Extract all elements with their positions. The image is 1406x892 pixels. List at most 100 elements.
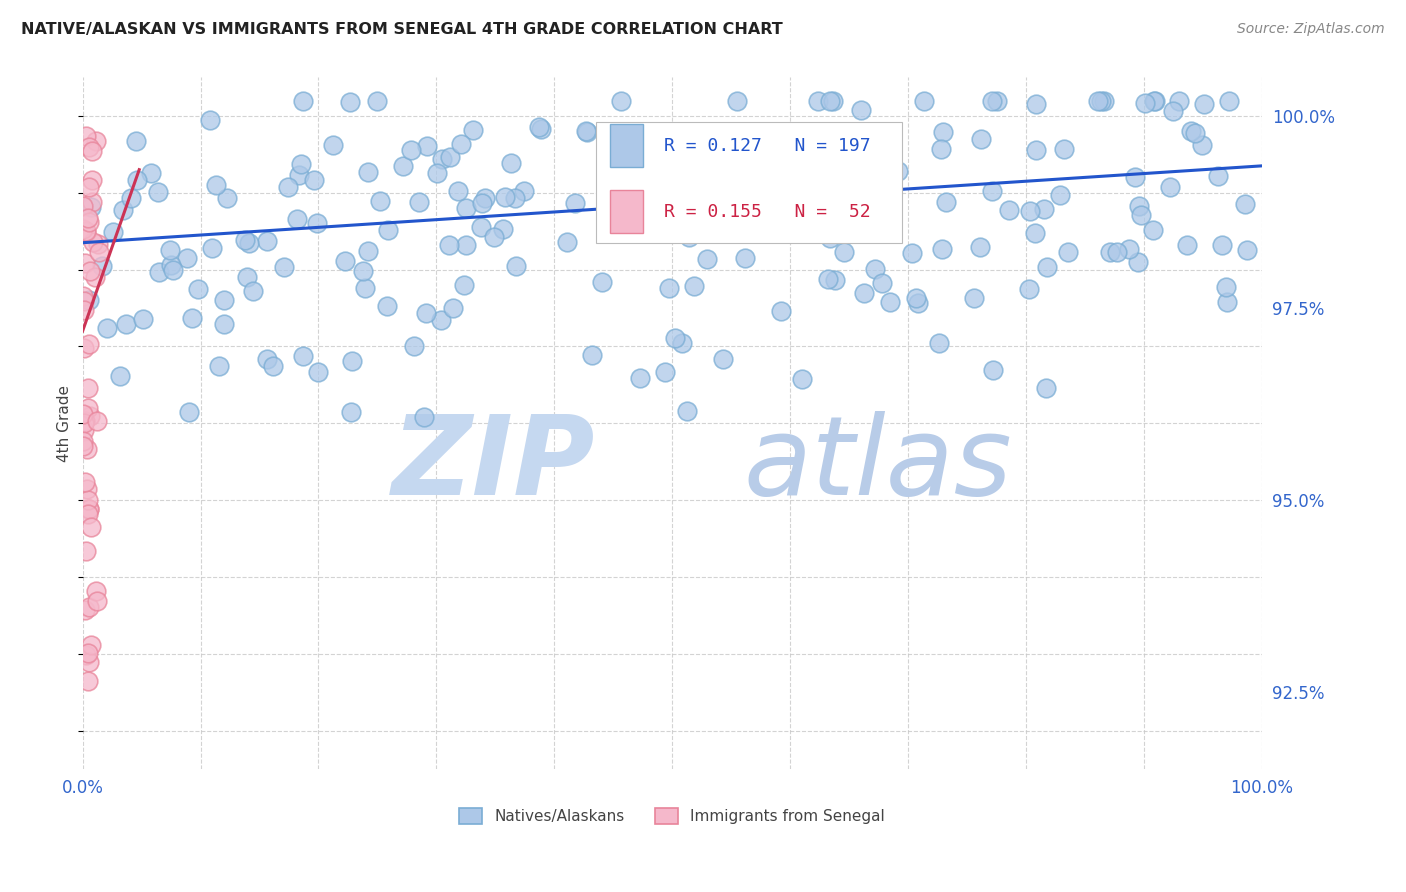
Point xyxy=(1143,94,1166,108)
Point xyxy=(72,222,94,236)
Point xyxy=(983,362,1005,376)
Point xyxy=(1177,237,1199,252)
Point xyxy=(352,264,374,278)
Point xyxy=(503,191,526,205)
Point xyxy=(139,166,162,180)
Point xyxy=(648,206,671,220)
Point xyxy=(711,352,734,367)
Point xyxy=(768,166,790,180)
Point xyxy=(501,156,523,170)
Point xyxy=(72,199,94,213)
Point xyxy=(1234,197,1257,211)
Point xyxy=(865,261,887,276)
Point xyxy=(83,269,105,284)
Point xyxy=(1087,94,1109,108)
Point xyxy=(305,216,328,230)
Point xyxy=(664,331,686,345)
Point xyxy=(986,95,1008,109)
Point xyxy=(935,194,957,209)
FancyBboxPatch shape xyxy=(610,125,643,168)
Point xyxy=(291,94,314,108)
Point xyxy=(931,242,953,256)
Point xyxy=(1107,245,1129,260)
Point xyxy=(555,235,578,250)
Point xyxy=(505,259,527,273)
Point xyxy=(76,442,98,456)
Point xyxy=(75,128,97,143)
Point xyxy=(75,603,97,617)
Point xyxy=(1025,144,1047,158)
Point xyxy=(1036,260,1059,275)
Point xyxy=(290,157,312,171)
FancyBboxPatch shape xyxy=(596,122,903,244)
Point xyxy=(148,265,170,279)
Point xyxy=(817,271,839,285)
Point xyxy=(215,191,238,205)
Point xyxy=(354,281,377,295)
Point xyxy=(82,195,104,210)
Point xyxy=(77,507,100,521)
Point xyxy=(75,475,97,489)
Point xyxy=(1206,169,1229,183)
Point xyxy=(655,220,678,235)
Point xyxy=(807,94,830,108)
Y-axis label: 4th Grade: 4th Grade xyxy=(58,384,72,462)
Point xyxy=(492,222,515,236)
Point xyxy=(288,168,311,182)
Point xyxy=(342,354,364,368)
Point xyxy=(707,149,730,163)
Point xyxy=(146,185,169,199)
Point xyxy=(89,245,111,260)
Point xyxy=(980,185,1002,199)
Point xyxy=(1159,180,1181,194)
Point xyxy=(77,211,100,225)
Point xyxy=(441,301,464,316)
Point xyxy=(671,335,693,350)
Point xyxy=(905,291,928,305)
Point xyxy=(900,245,922,260)
Point xyxy=(1142,223,1164,237)
Point xyxy=(683,279,706,293)
Point xyxy=(77,293,100,308)
Point xyxy=(413,409,436,424)
Point xyxy=(112,203,135,218)
Point xyxy=(415,306,437,320)
Point xyxy=(357,244,380,259)
Point xyxy=(688,146,710,161)
Point xyxy=(1033,202,1056,216)
Point xyxy=(101,225,124,239)
Point xyxy=(238,236,260,251)
Point xyxy=(375,299,398,313)
Point xyxy=(80,638,103,652)
Point xyxy=(932,125,955,139)
Point xyxy=(1024,226,1046,240)
Point xyxy=(456,202,478,216)
Point xyxy=(770,303,793,318)
Point xyxy=(201,241,224,255)
Point xyxy=(408,194,430,209)
Point xyxy=(75,648,97,662)
Point xyxy=(963,291,986,305)
Point xyxy=(1184,126,1206,140)
Point xyxy=(470,220,492,235)
Point xyxy=(1129,208,1152,222)
Point xyxy=(198,112,221,127)
Point xyxy=(426,166,449,180)
Point xyxy=(776,196,799,211)
Point xyxy=(75,544,97,558)
Point xyxy=(1126,255,1149,269)
Point xyxy=(285,211,308,226)
Point xyxy=(79,599,101,614)
Text: ZIP: ZIP xyxy=(392,411,596,518)
Point xyxy=(1180,124,1202,138)
Point xyxy=(87,236,110,251)
Point xyxy=(1236,244,1258,258)
Point xyxy=(76,673,98,688)
Point xyxy=(981,94,1004,108)
Point xyxy=(84,134,107,148)
Point xyxy=(302,173,325,187)
Point xyxy=(256,235,278,249)
Point xyxy=(79,409,101,423)
Point xyxy=(928,336,950,351)
Text: R = 0.155   N =  52: R = 0.155 N = 52 xyxy=(664,202,870,220)
